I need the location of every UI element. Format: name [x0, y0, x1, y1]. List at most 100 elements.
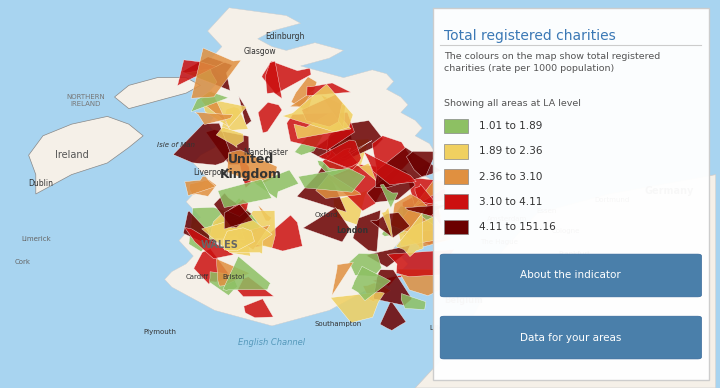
Polygon shape: [184, 227, 234, 259]
Polygon shape: [353, 210, 380, 252]
Bar: [444, 220, 468, 234]
Text: Isle of Man: Isle of Man: [158, 142, 195, 149]
Text: Lille: Lille: [429, 325, 444, 331]
Text: The Hague: The Hague: [480, 239, 518, 246]
Polygon shape: [194, 112, 233, 125]
Polygon shape: [407, 177, 446, 206]
Polygon shape: [402, 196, 443, 245]
Polygon shape: [185, 176, 215, 196]
Polygon shape: [228, 199, 248, 217]
Polygon shape: [363, 283, 391, 301]
Polygon shape: [380, 184, 398, 208]
Text: About the indicator: About the indicator: [521, 270, 621, 281]
Text: Liverpool: Liverpool: [193, 168, 228, 177]
Polygon shape: [405, 204, 446, 216]
Polygon shape: [310, 125, 356, 161]
Polygon shape: [329, 149, 352, 171]
Polygon shape: [415, 184, 436, 204]
Polygon shape: [294, 110, 351, 139]
Polygon shape: [204, 99, 247, 127]
Text: Cologne: Cologne: [551, 228, 580, 234]
Polygon shape: [307, 83, 351, 96]
Polygon shape: [182, 57, 233, 90]
Text: English Channel: English Channel: [238, 338, 305, 347]
Text: Cork: Cork: [14, 259, 30, 265]
Text: Limerick: Limerick: [22, 236, 51, 242]
Polygon shape: [194, 249, 233, 284]
Polygon shape: [202, 216, 272, 254]
Polygon shape: [214, 193, 251, 228]
Text: Ireland: Ireland: [55, 150, 89, 160]
Polygon shape: [289, 89, 315, 107]
Polygon shape: [165, 8, 436, 326]
Polygon shape: [291, 77, 317, 112]
Polygon shape: [351, 266, 390, 301]
Text: WALES: WALES: [200, 240, 238, 250]
Text: London: London: [336, 226, 369, 235]
Text: Showing all areas at LA level: Showing all areas at LA level: [444, 99, 580, 108]
Polygon shape: [367, 168, 415, 203]
Polygon shape: [216, 259, 250, 286]
Text: Dublin: Dublin: [29, 179, 53, 188]
Polygon shape: [244, 299, 274, 318]
Text: Southampton: Southampton: [315, 321, 362, 327]
Text: Plymouth: Plymouth: [143, 329, 176, 335]
Polygon shape: [239, 96, 251, 125]
Polygon shape: [349, 253, 382, 277]
Polygon shape: [223, 256, 271, 290]
FancyBboxPatch shape: [433, 8, 708, 380]
Polygon shape: [316, 174, 361, 198]
Polygon shape: [238, 156, 251, 188]
Text: Oxford: Oxford: [315, 212, 338, 218]
Polygon shape: [330, 292, 384, 323]
Text: United
Kingdom: United Kingdom: [220, 153, 282, 181]
Text: Brussels: Brussels: [465, 270, 495, 277]
Text: Edinburgh: Edinburgh: [265, 32, 305, 41]
Polygon shape: [401, 294, 426, 310]
Polygon shape: [415, 175, 716, 388]
Polygon shape: [387, 249, 454, 277]
Text: 2.36 to 3.10: 2.36 to 3.10: [479, 171, 542, 182]
Polygon shape: [240, 211, 275, 248]
Polygon shape: [366, 245, 410, 267]
Polygon shape: [318, 140, 361, 167]
Polygon shape: [397, 269, 460, 296]
Polygon shape: [209, 272, 238, 296]
Polygon shape: [262, 61, 311, 94]
Polygon shape: [364, 152, 416, 185]
Bar: [444, 169, 468, 184]
Bar: [444, 119, 468, 133]
Polygon shape: [207, 198, 260, 239]
Text: Frankfurt: Frankfurt: [558, 251, 590, 257]
Polygon shape: [323, 149, 348, 170]
Polygon shape: [218, 179, 271, 208]
Polygon shape: [372, 136, 412, 192]
Text: Cardiff: Cardiff: [186, 274, 210, 281]
Polygon shape: [341, 140, 372, 158]
Text: 3.10 to 4.11: 3.10 to 4.11: [479, 197, 542, 207]
Polygon shape: [396, 213, 423, 256]
Polygon shape: [382, 206, 438, 236]
Polygon shape: [258, 102, 282, 133]
Text: Total registered charities: Total registered charities: [444, 29, 616, 43]
Polygon shape: [326, 121, 383, 165]
Polygon shape: [177, 60, 227, 86]
Polygon shape: [298, 168, 365, 192]
Polygon shape: [237, 225, 270, 250]
Polygon shape: [333, 139, 369, 178]
Text: Nuremberg: Nuremberg: [551, 278, 590, 284]
Text: 1.01 to 1.89: 1.01 to 1.89: [479, 121, 542, 131]
FancyBboxPatch shape: [440, 254, 701, 297]
Polygon shape: [206, 130, 249, 165]
Polygon shape: [406, 151, 436, 177]
Text: Manchester: Manchester: [243, 148, 288, 157]
Polygon shape: [266, 61, 282, 99]
Polygon shape: [184, 211, 218, 244]
Polygon shape: [303, 208, 350, 242]
Polygon shape: [228, 150, 277, 185]
Text: Leipzig: Leipzig: [673, 325, 697, 331]
Polygon shape: [253, 215, 302, 251]
Polygon shape: [224, 204, 253, 229]
Text: 1.89 to 2.36: 1.89 to 2.36: [479, 146, 542, 156]
Polygon shape: [287, 112, 354, 150]
